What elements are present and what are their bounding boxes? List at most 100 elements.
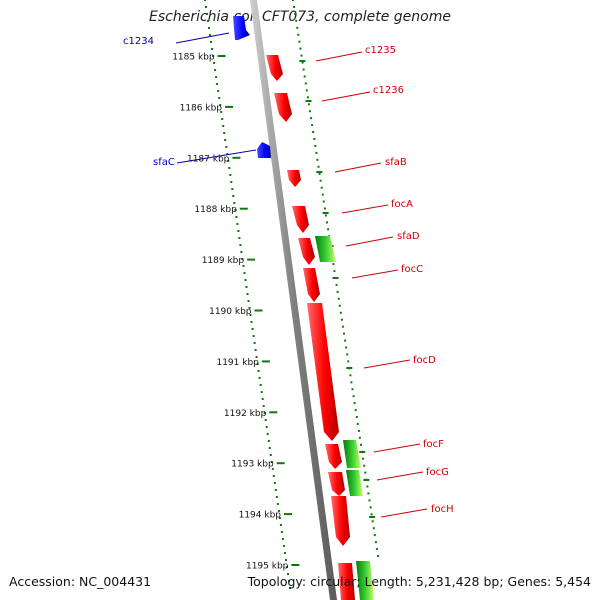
gene-sfaB-arrow[interactable] [287, 170, 301, 187]
leader-focD [363, 359, 411, 369]
track-dot [314, 145, 317, 147]
track-dot [319, 179, 322, 182]
track-dot [374, 541, 377, 544]
leader-sfaC [176, 149, 257, 164]
ruler-dot [271, 468, 274, 470]
ruler-dot [232, 195, 235, 197]
track-dot [303, 75, 306, 78]
track-dot [316, 158, 319, 161]
ruler-dot [253, 342, 256, 344]
leader-focH [380, 508, 428, 518]
ruler-dot [278, 517, 281, 519]
ruler-tick [261, 360, 270, 363]
gene-label-sfaB[interactable]: sfaB [385, 157, 407, 168]
ruler-dot [221, 118, 224, 120]
track-dot [370, 513, 373, 516]
ruler-dot [239, 244, 242, 246]
ruler-dot [272, 475, 275, 477]
track-dot [357, 429, 360, 432]
ruler-label: 1192 kbp [224, 409, 267, 419]
gene-focH-arrow[interactable] [331, 496, 350, 546]
ruler-dot [246, 293, 249, 295]
gene-label-focA[interactable]: focA [391, 199, 413, 210]
gene-label-sfaC[interactable]: sfaC [153, 157, 175, 168]
gene-focD-arrow-b[interactable] [307, 303, 339, 441]
accession-label: Accession: NC_004431 [9, 574, 152, 589]
gene-focA-arrow[interactable] [292, 206, 309, 233]
gene-next-red[interactable] [338, 563, 355, 600]
ruler-dot [216, 83, 219, 85]
ruler-dot [226, 153, 229, 155]
ruler-dot [227, 160, 230, 162]
gene-features [233, 16, 374, 600]
track-dot [371, 520, 374, 523]
gene-c1235-arrow[interactable] [266, 55, 283, 81]
ruler-dot [220, 111, 223, 113]
gene-label-focH[interactable]: focH [431, 504, 454, 515]
gene-c1234-arrow[interactable] [233, 16, 250, 40]
gene-label-sfaD[interactable]: sfaD [397, 231, 420, 242]
gene-focF-green[interactable] [343, 440, 361, 468]
track-dot [297, 33, 300, 36]
gene-focF-arrow[interactable] [325, 444, 342, 469]
ruler-dot [261, 398, 264, 400]
gene-focC-arrow[interactable] [298, 238, 315, 265]
gene-sfaD-arrow[interactable] [315, 236, 336, 262]
track-dot [322, 200, 325, 203]
ruler-dot [254, 349, 257, 351]
gene-label-focD[interactable]: focD [413, 355, 436, 366]
track-dot [345, 346, 348, 349]
track-dot [375, 548, 378, 551]
ruler-label: 1189 kbp [202, 256, 245, 266]
gene-label-c1235[interactable]: c1235 [365, 45, 396, 56]
ruler-dot [270, 461, 273, 463]
gene-label-focG[interactable]: focG [426, 467, 449, 478]
track-dot [333, 270, 336, 273]
gene-focD-arrow-a[interactable] [303, 268, 320, 302]
gene-c1236-arrow[interactable] [274, 93, 292, 122]
track-dot [364, 471, 367, 474]
leader-focG [376, 471, 424, 481]
ruler-dot [208, 27, 210, 29]
ruler-dot [250, 321, 253, 323]
ruler-tick [225, 105, 233, 108]
track-dot [338, 304, 341, 307]
track-dot [353, 402, 356, 405]
track-dot [310, 117, 313, 120]
track-dot [307, 103, 310, 106]
ruler-label: 1194 kbp [239, 511, 282, 521]
gene-label-focC[interactable]: focC [401, 264, 423, 275]
ruler-dot [287, 573, 289, 575]
ruler-dot [219, 104, 222, 106]
track-dot [368, 499, 371, 502]
gene-label-c1236[interactable]: c1236 [373, 85, 404, 96]
track-dot [292, 0, 294, 1]
track-dot [332, 263, 335, 266]
track-dot [318, 172, 321, 175]
ruler-dot [210, 41, 213, 43]
gene-next-green[interactable] [356, 561, 374, 600]
ruler-ticks [217, 55, 300, 566]
ruler-dot [247, 300, 250, 302]
gene-sfaC-arrow[interactable] [257, 142, 271, 158]
ruler-label: 1185 kbp [172, 53, 215, 63]
ruler-dot [205, 6, 207, 8]
ruler-dot [273, 482, 276, 484]
gene-focG-arrow[interactable] [328, 472, 345, 496]
ruler-dot [214, 69, 217, 71]
ruler-dot [249, 314, 252, 316]
gene-label-focF[interactable]: focF [423, 439, 444, 450]
track-dot [351, 388, 354, 391]
gene-label-c1234[interactable]: c1234 [123, 36, 154, 47]
ruler-dot [276, 503, 279, 505]
ruler-dot [259, 384, 262, 386]
ruler-dot [248, 307, 251, 309]
gene-focG-green[interactable] [346, 470, 363, 496]
ruler-dot [235, 216, 238, 218]
ruler-dot [212, 55, 215, 57]
track-dot [369, 506, 372, 509]
ruler-dot [229, 174, 232, 176]
ruler-tick [217, 55, 226, 57]
ruler-dot [252, 335, 255, 337]
